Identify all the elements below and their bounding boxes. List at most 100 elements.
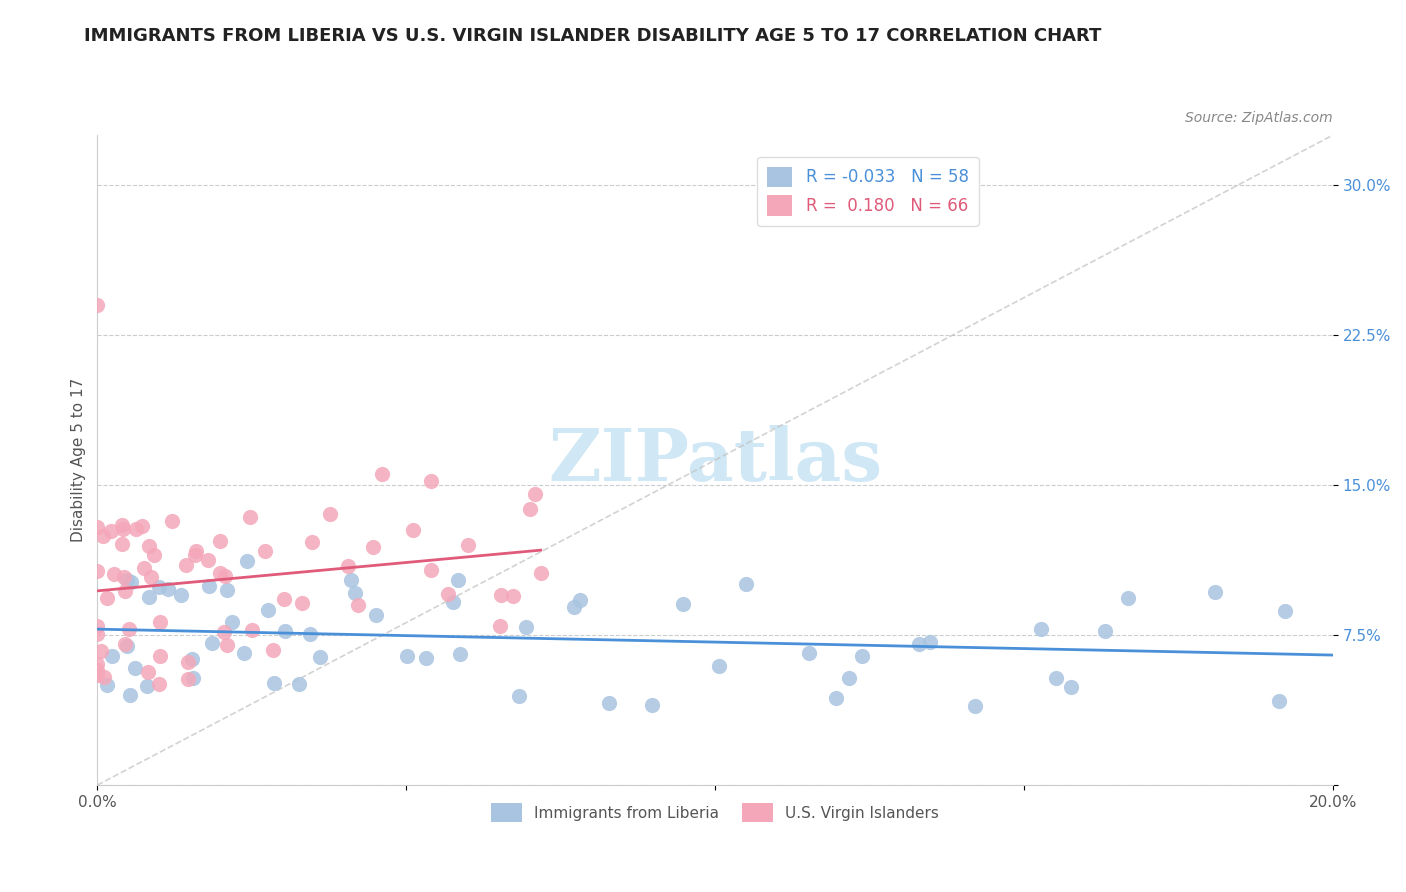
Point	[240, 623, 263, 637]
Point	[120, 574, 142, 589]
Point	[86, 298, 108, 312]
Point	[361, 540, 384, 554]
Point	[112, 570, 135, 584]
Point	[136, 665, 159, 679]
Point	[415, 650, 437, 665]
Point	[176, 655, 198, 669]
Point	[118, 622, 141, 636]
Point	[148, 580, 170, 594]
Point	[641, 698, 664, 712]
Text: Source: ZipAtlas.com: Source: ZipAtlas.com	[1185, 112, 1333, 125]
Point	[100, 524, 122, 539]
Point	[91, 529, 114, 543]
Point	[138, 591, 160, 605]
Point	[143, 549, 166, 563]
Point	[186, 544, 208, 558]
Point	[502, 589, 524, 603]
Point	[181, 652, 204, 666]
Point	[239, 510, 262, 524]
Point	[346, 599, 368, 613]
Point	[457, 538, 479, 552]
Point	[825, 690, 848, 705]
Point	[86, 564, 108, 578]
Point	[262, 642, 284, 657]
Point	[1029, 622, 1052, 636]
Point	[562, 599, 585, 614]
Point	[508, 690, 530, 704]
Point	[215, 583, 238, 598]
Point	[447, 573, 470, 587]
Point	[139, 570, 162, 584]
Y-axis label: Disability Age 5 to 17: Disability Age 5 to 17	[72, 378, 86, 542]
Point	[86, 667, 108, 681]
Point	[148, 677, 170, 691]
Point	[273, 591, 295, 606]
Point	[515, 620, 537, 634]
Point	[851, 649, 873, 664]
Point	[197, 578, 219, 592]
Point	[288, 677, 311, 691]
Point	[1059, 680, 1081, 694]
Point	[138, 540, 160, 554]
Point	[838, 672, 860, 686]
Point	[489, 618, 512, 632]
Point	[208, 566, 231, 580]
Point	[709, 659, 731, 673]
Point	[419, 563, 441, 577]
Point	[132, 561, 155, 575]
Point	[256, 603, 278, 617]
Point	[402, 524, 425, 538]
Point	[208, 533, 231, 548]
Point	[114, 583, 136, 598]
Point	[437, 587, 460, 601]
Point	[1116, 591, 1139, 606]
Point	[149, 615, 172, 629]
Point	[672, 597, 695, 611]
Point	[214, 568, 236, 582]
Point	[86, 519, 108, 533]
Point	[337, 558, 360, 573]
Point	[519, 501, 541, 516]
Text: ZIPatlas: ZIPatlas	[548, 425, 882, 496]
Point	[115, 639, 138, 653]
Point	[395, 649, 418, 664]
Point	[160, 514, 183, 528]
Point	[201, 636, 224, 650]
Point	[1094, 624, 1116, 638]
Point	[449, 647, 471, 661]
Point	[263, 675, 285, 690]
Point	[103, 566, 125, 581]
Point	[149, 648, 172, 663]
Point	[214, 624, 236, 639]
Text: IMMIGRANTS FROM LIBERIA VS U.S. VIRGIN ISLANDER DISABILITY AGE 5 TO 17 CORRELATI: IMMIGRANTS FROM LIBERIA VS U.S. VIRGIN I…	[84, 27, 1102, 45]
Point	[254, 543, 277, 558]
Point	[420, 474, 443, 488]
Point	[1268, 694, 1291, 708]
Point	[236, 553, 259, 567]
Point	[1274, 604, 1296, 618]
Point	[120, 688, 142, 702]
Point	[963, 698, 986, 713]
Point	[221, 615, 243, 630]
Point	[86, 626, 108, 640]
Point	[86, 618, 108, 632]
Point	[181, 671, 204, 685]
Point	[298, 627, 321, 641]
Point	[308, 650, 330, 665]
Point	[93, 670, 115, 684]
Point	[1045, 671, 1067, 685]
Point	[568, 593, 591, 607]
Point	[274, 624, 297, 638]
Point	[301, 535, 323, 549]
Point	[491, 588, 513, 602]
Point	[177, 672, 200, 686]
Point	[217, 638, 239, 652]
Point	[441, 594, 464, 608]
Point	[598, 696, 620, 710]
Point	[131, 519, 153, 533]
Point	[233, 646, 256, 660]
Point	[124, 661, 146, 675]
Point	[908, 637, 931, 651]
Point	[111, 517, 134, 532]
Point	[86, 657, 108, 671]
